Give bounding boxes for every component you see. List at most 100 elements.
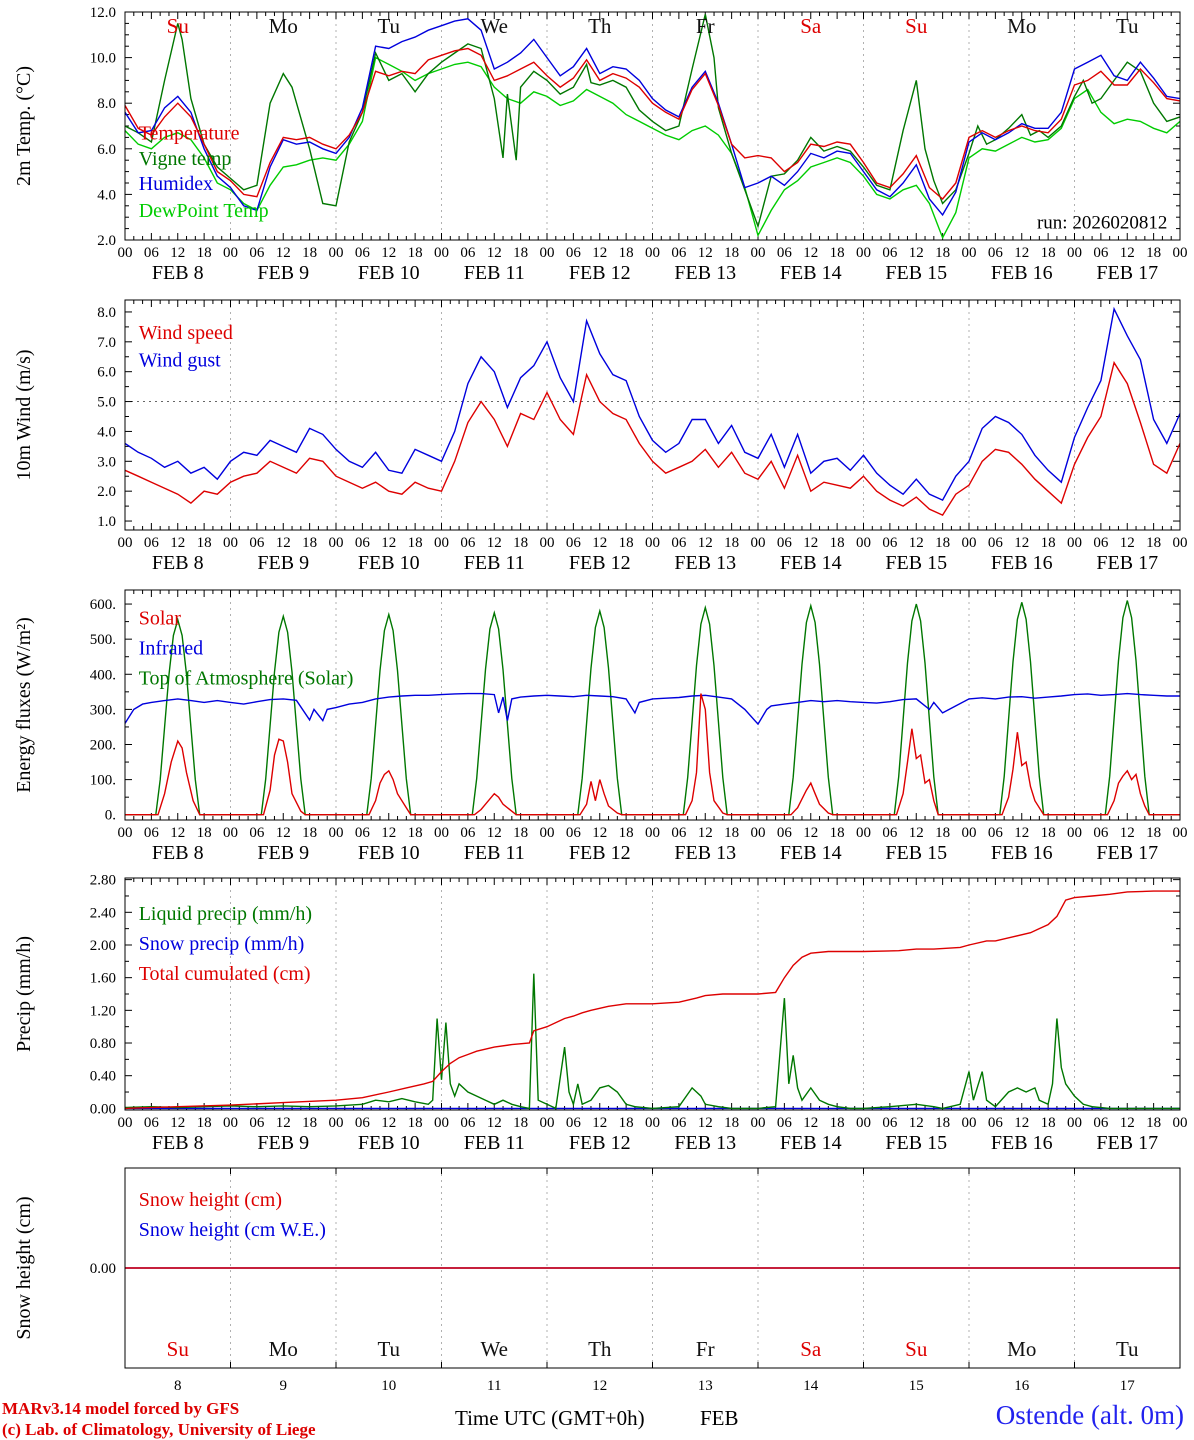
svg-text:18: 18 — [724, 1115, 739, 1131]
svg-text:00: 00 — [118, 825, 133, 841]
svg-text:Snow height (cm W.E.): Snow height (cm W.E.) — [139, 1219, 326, 1241]
svg-text:06: 06 — [460, 825, 476, 841]
svg-text:06: 06 — [1093, 825, 1109, 841]
svg-text:10.0: 10.0 — [90, 51, 116, 67]
footer: MARv3.14 model forced by GFS (c) Lab. of… — [0, 1398, 1194, 1440]
svg-text:FEB 10: FEB 10 — [358, 262, 420, 284]
svg-text:13: 13 — [698, 1378, 713, 1394]
svg-text:FEB 13: FEB 13 — [674, 1132, 736, 1154]
svg-text:12: 12 — [381, 245, 396, 261]
svg-text:Tu: Tu — [377, 1337, 400, 1361]
svg-text:11: 11 — [487, 1378, 501, 1394]
svg-text:00: 00 — [962, 535, 977, 551]
svg-text:06: 06 — [988, 1115, 1004, 1131]
svg-text:18: 18 — [830, 245, 845, 261]
svg-text:06: 06 — [671, 535, 687, 551]
svg-text:00: 00 — [1173, 535, 1188, 551]
svg-text:FEB 13: FEB 13 — [674, 552, 736, 574]
svg-text:12: 12 — [698, 535, 713, 551]
svg-text:Tu: Tu — [1116, 14, 1139, 38]
svg-text:12: 12 — [276, 1115, 291, 1131]
svg-text:Tu: Tu — [377, 14, 400, 38]
svg-text:8: 8 — [174, 1378, 182, 1394]
svg-text:00: 00 — [329, 245, 344, 261]
svg-text:00: 00 — [645, 535, 660, 551]
svg-text:12: 12 — [803, 1115, 818, 1131]
svg-text:2.40: 2.40 — [90, 905, 116, 921]
svg-text:18: 18 — [197, 535, 212, 551]
svg-text:00: 00 — [223, 825, 238, 841]
time-axis-label: Time UTC (GMT+0h) — [455, 1406, 645, 1430]
svg-text:06: 06 — [988, 825, 1004, 841]
svg-text:FEB 15: FEB 15 — [885, 842, 947, 864]
svg-text:FEB 16: FEB 16 — [991, 552, 1053, 574]
svg-text:00: 00 — [751, 825, 766, 841]
wind-panel: 00 06 12 18 00 06 12 18 00 06 12 18 00 06 12 18 00 06 12 18… — [0, 292, 1194, 582]
svg-text:FEB 15: FEB 15 — [885, 1132, 947, 1154]
svg-text:18: 18 — [513, 245, 528, 261]
svg-text:18: 18 — [935, 245, 950, 261]
svg-text:12: 12 — [909, 245, 924, 261]
precip-panel: 00 06 12 18 00 06 12 18 00 06 12 18 00 06 12 18 00 06 12 18… — [0, 870, 1194, 1162]
svg-text:18: 18 — [619, 825, 634, 841]
svg-text:1.20: 1.20 — [90, 1003, 116, 1019]
svg-text:18: 18 — [1146, 535, 1161, 551]
svg-text:18: 18 — [197, 1115, 212, 1131]
energy-fluxes-chart: 00 06 12 18 00 06 12 18 00 06 12 18 00 06 12 18 00 06 12 18… — [13, 589, 1188, 864]
svg-text:Th: Th — [588, 1337, 612, 1361]
svg-text:FEB 17: FEB 17 — [1096, 1132, 1158, 1154]
svg-text:12: 12 — [381, 1115, 396, 1131]
svg-text:06: 06 — [144, 245, 160, 261]
svg-text:00: 00 — [223, 1115, 238, 1131]
svg-text:0.: 0. — [105, 808, 116, 824]
svg-text:00: 00 — [540, 1115, 555, 1131]
svg-text:18: 18 — [619, 1115, 634, 1131]
svg-text:FEB 14: FEB 14 — [780, 262, 842, 284]
svg-text:18: 18 — [1041, 825, 1056, 841]
model-credit-line1: MARv3.14 model forced by GFS — [2, 1399, 240, 1418]
svg-text:12: 12 — [1014, 535, 1029, 551]
svg-text:We: We — [481, 14, 508, 38]
temperature-chart: 00 06 12 18 00 06 12 18 00 06 12 18 00 06 12 18 00 06 12 18… — [13, 5, 1188, 284]
svg-text:18: 18 — [513, 825, 528, 841]
svg-text:Su: Su — [905, 1337, 928, 1361]
svg-text:Snow precip (mm/h): Snow precip (mm/h) — [139, 933, 305, 955]
svg-text:00: 00 — [1067, 245, 1082, 261]
svg-text:18: 18 — [408, 1115, 423, 1131]
svg-text:00: 00 — [118, 535, 133, 551]
svg-text:Humidex: Humidex — [139, 173, 213, 195]
svg-text:FEB 8: FEB 8 — [152, 842, 204, 864]
svg-text:06: 06 — [671, 825, 687, 841]
svg-text:Snow height (cm): Snow height (cm) — [139, 1189, 282, 1211]
svg-text:18: 18 — [1146, 245, 1161, 261]
svg-text:Fr: Fr — [696, 1337, 715, 1361]
svg-text:Sa: Sa — [800, 1337, 822, 1361]
svg-text:06: 06 — [460, 1115, 476, 1131]
svg-text:200.: 200. — [90, 738, 116, 754]
svg-text:FEB 10: FEB 10 — [358, 552, 420, 574]
svg-text:FEB 16: FEB 16 — [991, 262, 1053, 284]
wind-chart: 00 06 12 18 00 06 12 18 00 06 12 18 00 06 12 18 00 06 12 18… — [13, 299, 1188, 574]
svg-text:FEB 14: FEB 14 — [780, 842, 842, 864]
svg-text:12: 12 — [909, 1115, 924, 1131]
svg-text:06: 06 — [882, 825, 898, 841]
svg-text:17: 17 — [1120, 1378, 1136, 1394]
svg-text:FEB 8: FEB 8 — [152, 262, 204, 284]
svg-text:300.: 300. — [90, 702, 116, 718]
svg-text:Infrared: Infrared — [139, 637, 203, 659]
svg-text:FEB 11: FEB 11 — [464, 1132, 525, 1154]
svg-text:6.0: 6.0 — [97, 142, 116, 158]
svg-text:FEB 14: FEB 14 — [780, 1132, 842, 1154]
svg-text:00: 00 — [962, 1115, 977, 1131]
svg-text:12: 12 — [803, 825, 818, 841]
svg-text:FEB 12: FEB 12 — [569, 262, 631, 284]
svg-text:Solar: Solar — [139, 608, 182, 630]
svg-text:00: 00 — [118, 245, 133, 261]
svg-text:12: 12 — [487, 245, 502, 261]
svg-text:FEB 10: FEB 10 — [358, 842, 420, 864]
svg-text:18: 18 — [1041, 245, 1056, 261]
svg-text:00: 00 — [856, 245, 871, 261]
svg-text:Wind speed: Wind speed — [139, 322, 233, 344]
model-credit: MARv3.14 model forced by GFS (c) Lab. of… — [2, 1398, 316, 1440]
svg-text:06: 06 — [249, 1115, 265, 1131]
